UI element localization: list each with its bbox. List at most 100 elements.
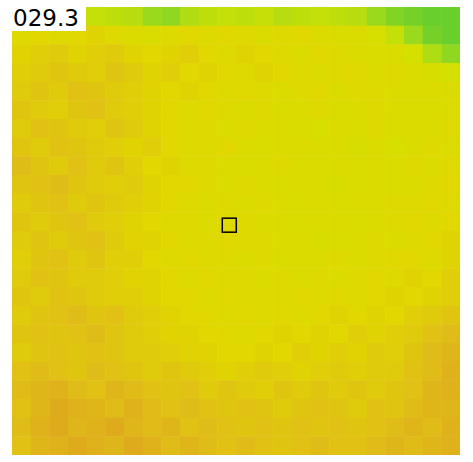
heat-cell — [68, 119, 87, 138]
heat-cell — [217, 324, 236, 343]
heat-cell — [311, 436, 330, 455]
heat-cell — [217, 306, 236, 325]
heat-cell — [273, 306, 292, 325]
heat-cell — [441, 324, 460, 343]
heat-cell — [423, 268, 442, 287]
heat-cell — [311, 156, 330, 175]
heat-cell — [12, 100, 31, 119]
heat-cell — [367, 436, 386, 455]
heat-cell — [105, 82, 124, 101]
heat-cell — [105, 231, 124, 250]
heat-cell — [329, 343, 348, 362]
heat-cell — [404, 82, 423, 101]
heat-cell — [367, 362, 386, 381]
heat-cell — [217, 343, 236, 362]
heat-cell — [404, 44, 423, 63]
heat-cell — [404, 324, 423, 343]
heat-cell — [367, 63, 386, 82]
heat-cell — [143, 306, 162, 325]
heat-cell — [292, 324, 311, 343]
heat-cell — [292, 399, 311, 418]
heat-cell — [105, 324, 124, 343]
heat-cell — [180, 436, 199, 455]
heat-cell — [199, 7, 218, 26]
heat-cell — [404, 119, 423, 138]
heat-cell — [329, 26, 348, 45]
heat-cell — [441, 138, 460, 157]
heat-cell — [292, 63, 311, 82]
heat-cell — [348, 250, 367, 269]
heat-cell — [367, 343, 386, 362]
heat-cell — [385, 306, 404, 325]
heat-cell — [273, 343, 292, 362]
heat-cell — [180, 7, 199, 26]
heat-cell — [199, 63, 218, 82]
heat-cell — [143, 399, 162, 418]
heat-cell — [292, 138, 311, 157]
heat-cell — [180, 194, 199, 213]
heat-cell — [292, 343, 311, 362]
heat-cell — [329, 362, 348, 381]
heat-cell — [217, 362, 236, 381]
heat-cell — [273, 436, 292, 455]
heat-cell — [404, 250, 423, 269]
heat-cell — [180, 399, 199, 418]
heat-cell — [367, 306, 386, 325]
heat-cell — [273, 399, 292, 418]
heat-cell — [143, 268, 162, 287]
heat-cell — [124, 82, 143, 101]
heat-cell — [292, 175, 311, 194]
heat-cell — [180, 287, 199, 306]
heat-cell — [348, 156, 367, 175]
heat-cell — [87, 380, 106, 399]
heat-cell — [87, 63, 106, 82]
heat-cell — [124, 26, 143, 45]
heat-cell — [180, 268, 199, 287]
heat-cell — [68, 63, 87, 82]
heat-cell — [423, 7, 442, 26]
heat-cell — [367, 26, 386, 45]
heat-cell — [423, 380, 442, 399]
heat-cell — [31, 380, 50, 399]
heat-cell — [329, 82, 348, 101]
heat-cell — [12, 175, 31, 194]
heat-cell — [180, 362, 199, 381]
heat-cell — [49, 436, 68, 455]
heat-cell — [441, 231, 460, 250]
heat-cell — [199, 306, 218, 325]
heat-cell — [105, 156, 124, 175]
heat-cell — [105, 306, 124, 325]
heat-cell — [161, 156, 180, 175]
heat-cell — [161, 100, 180, 119]
heat-cell — [124, 156, 143, 175]
heat-cell — [329, 287, 348, 306]
heat-cell — [311, 231, 330, 250]
heat-cell — [12, 212, 31, 231]
heat-cell — [68, 418, 87, 437]
heat-cell — [273, 100, 292, 119]
heat-cell — [329, 156, 348, 175]
heat-cell — [236, 212, 255, 231]
heat-cell — [423, 175, 442, 194]
heat-cell — [255, 306, 274, 325]
heat-cell — [199, 324, 218, 343]
heat-cell — [292, 7, 311, 26]
heat-cell — [31, 212, 50, 231]
heat-cell — [348, 194, 367, 213]
heat-cell — [255, 63, 274, 82]
heat-cell — [255, 194, 274, 213]
heat-cell — [329, 306, 348, 325]
heat-cell — [441, 418, 460, 437]
heat-cell — [124, 119, 143, 138]
heat-cell — [49, 231, 68, 250]
heat-cell — [217, 119, 236, 138]
heat-cell — [385, 268, 404, 287]
heat-cell — [311, 194, 330, 213]
heat-cell — [217, 268, 236, 287]
heat-cell — [423, 231, 442, 250]
heat-cell — [217, 63, 236, 82]
heat-cell — [329, 175, 348, 194]
heat-cell — [255, 156, 274, 175]
heat-cell — [180, 343, 199, 362]
heat-cell — [124, 194, 143, 213]
